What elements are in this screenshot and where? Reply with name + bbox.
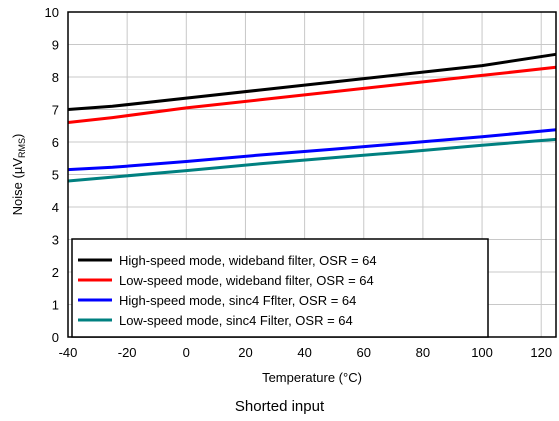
y-tick-labels: 0 1 2 3 4 5 6 7 8 9 10 [45, 5, 59, 345]
y-axis-label-prefix: Noise ( [10, 174, 25, 216]
y-tick-label-3: 3 [52, 233, 59, 248]
legend-label-1: Low-speed mode, wideband filter, OSR = 6… [119, 273, 374, 288]
x-tick-label-6: 80 [416, 345, 430, 360]
legend-label-2: High-speed mode, sinc4 Fflter, OSR = 64 [119, 293, 356, 308]
y-tick-label-1: 1 [52, 298, 59, 313]
x-tick-label-0: -40 [59, 345, 78, 360]
x-tick-label-3: 20 [238, 345, 252, 360]
y-tick-label-7: 7 [52, 103, 59, 118]
y-axis-label-suffix: ) [10, 134, 25, 138]
x-tick-label-4: 40 [297, 345, 311, 360]
series-line-0 [67, 52, 557, 111]
y-tick-label-0: 0 [52, 330, 59, 345]
y-tick-label-9: 9 [52, 38, 59, 53]
series-line-3 [67, 137, 557, 183]
series-line-2 [67, 128, 557, 172]
y-tick-label-4: 4 [52, 200, 59, 215]
y-tick-label-5: 5 [52, 168, 59, 183]
series-line-1 [67, 65, 557, 124]
legend-label-0: High-speed mode, wideband filter, OSR = … [119, 253, 377, 268]
x-tick-label-1: -20 [118, 345, 137, 360]
x-tick-label-5: 60 [357, 345, 371, 360]
x-tick-label-2: 0 [183, 345, 190, 360]
y-axis-label-symbol: µV [10, 158, 25, 174]
y-tick-label-10: 10 [45, 5, 59, 20]
figure-caption: Shorted input [234, 398, 325, 415]
x-tick-labels: -40 -20 0 20 40 60 80 100 120 [59, 345, 552, 360]
y-tick-label-8: 8 [52, 70, 59, 85]
x-axis-label: Temperature (°C) [262, 370, 362, 385]
y-axis-label: Noise (µVRMS) [10, 134, 27, 216]
y-tick-label-6: 6 [52, 135, 59, 150]
series-lines [67, 52, 557, 183]
x-tick-label-8: 120 [530, 345, 552, 360]
legend: High-speed mode, wideband filter, OSR = … [71, 238, 489, 338]
x-tick-label-7: 100 [471, 345, 493, 360]
y-axis-label-subscript: RMS [17, 138, 27, 158]
legend-box [71, 238, 489, 338]
legend-label-3: Low-speed mode, sinc4 Filter, OSR = 64 [119, 313, 353, 328]
y-tick-label-2: 2 [52, 265, 59, 280]
